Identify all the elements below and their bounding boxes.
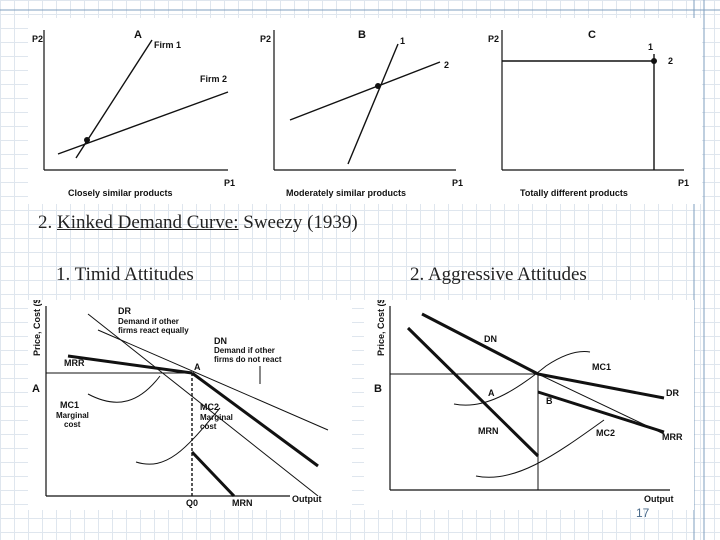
right-mrn-label: MRN — [478, 426, 499, 436]
right-mc2-label: MC2 — [596, 428, 615, 438]
left-q0-label: Q0 — [186, 498, 198, 508]
left-mc1-desc-1: Marginal — [56, 411, 89, 420]
product-similarity-figure: P2 P1 A Firm 1 Firm 2 Closely similar pr… — [28, 18, 702, 204]
right-dn-upper — [421, 312, 539, 376]
panel-b-x-axis: P1 — [452, 178, 463, 188]
left-x-axis-label: Output — [292, 494, 322, 504]
panel-a-firm1-label: Firm 1 — [154, 40, 181, 50]
left-dn-line — [97, 329, 329, 431]
left-mc1-desc-2: cost — [64, 420, 81, 429]
subheading-aggressive: 2. Aggressive Attitudes — [410, 264, 587, 285]
left-kinked-demand-lower — [191, 371, 319, 468]
right-x-axis-label: Output — [644, 494, 674, 504]
right-mrr-label: MRR — [662, 432, 683, 442]
heading-rest: Sweezy (1939) — [243, 212, 358, 233]
right-y-axis-label: Price, Cost ($) — [376, 300, 386, 356]
panel-a-label: A — [134, 29, 142, 41]
heading-underlined: Kinked Demand Curve: — [57, 212, 239, 233]
panel-b-line-2-label: 2 — [444, 60, 449, 70]
panel-b-line-1 — [347, 43, 399, 165]
panel-a: P2 P1 A Firm 1 Firm 2 Closely similar pr… — [32, 29, 235, 198]
panel-b-intersection — [375, 83, 381, 89]
heading-number: 2. — [38, 212, 53, 233]
panel-b: P2 P1 B 1 2 Moderately similar products — [260, 29, 463, 198]
panel-a-firm2-line — [57, 91, 229, 155]
left-price-label: A — [32, 383, 40, 395]
left-mc2-curve — [135, 407, 221, 465]
right-mrn-line — [406, 326, 540, 458]
left-dn-label: DN — [214, 336, 227, 346]
left-dn-desc-1: Demand if other — [214, 346, 275, 355]
left-mc1-curve — [87, 375, 161, 403]
panel-a-intersection — [84, 137, 90, 143]
right-dn-label: DN — [484, 334, 497, 344]
left-dr-label: DR — [118, 306, 131, 316]
panel-a-x-axis: P1 — [224, 178, 235, 188]
left-dr-desc-1: Demand if other — [118, 317, 179, 326]
panel-b-label: B — [358, 29, 366, 41]
left-mrr-label: MRR — [64, 358, 85, 368]
panel-c-line-1-label: 1 — [648, 42, 653, 52]
section-heading: 2. Kinked Demand Curve: Sweezy (1939) — [38, 212, 358, 234]
panel-a-y-axis: P2 — [32, 34, 43, 44]
left-mrn-label: MRN — [232, 498, 253, 508]
panel-c-label: C — [588, 29, 596, 41]
panel-c-y-axis: P2 — [488, 34, 499, 44]
timid-kinked-demand-diagram: Price, Cost ($) Output A Q0 DR Demand if… — [28, 300, 352, 510]
left-point-a-label: A — [194, 362, 201, 372]
panel-b-caption: Moderately similar products — [286, 188, 406, 198]
panel-c-x-axis: P1 — [678, 178, 689, 188]
right-mc1-label: MC1 — [592, 362, 611, 372]
left-mc2-desc-2: cost — [200, 422, 217, 431]
panel-b-line-2 — [289, 61, 441, 121]
right-mc1-curve — [453, 351, 591, 406]
left-mc2-desc-1: Marginal — [200, 413, 233, 422]
subheading-timid: 1. Timid Attitudes — [56, 264, 194, 285]
left-mc1-label: MC1 — [60, 400, 79, 410]
page-number: 17 — [636, 506, 650, 520]
right-dr-lower — [537, 372, 665, 400]
panel-b-y-axis: P2 — [260, 34, 271, 44]
left-dr-desc-2: firms react equally — [118, 326, 189, 335]
panel-c-line-2-label: 2 — [668, 56, 673, 66]
panel-b-line-1-label: 1 — [400, 36, 405, 46]
panel-a-firm2-label: Firm 2 — [200, 74, 227, 84]
panel-c-intersection — [651, 58, 657, 64]
panel-c: P2 P1 C 1 2 Totally different products — [488, 29, 689, 198]
left-dr-line — [87, 313, 319, 497]
right-price-label: B — [374, 383, 382, 395]
aggressive-kinked-demand-diagram: Price, Cost ($) Output B DN MC1 DR A B M… — [364, 300, 694, 510]
left-kinked-demand-upper — [67, 354, 193, 375]
left-y-axis-label: Price, Cost ($) — [32, 300, 42, 356]
panel-c-caption: Totally different products — [520, 188, 628, 198]
left-mrn-line — [190, 450, 236, 498]
right-b-label: B — [546, 396, 553, 406]
right-dr-label: DR — [666, 388, 679, 398]
right-mrr-line — [537, 390, 665, 434]
right-a-label: A — [488, 388, 495, 398]
right-mc2-curve — [475, 419, 605, 478]
left-mc2-label: MC2 — [200, 402, 219, 412]
panel-a-caption: Closely similar products — [68, 188, 173, 198]
left-dn-desc-2: firms do not react — [214, 355, 282, 364]
